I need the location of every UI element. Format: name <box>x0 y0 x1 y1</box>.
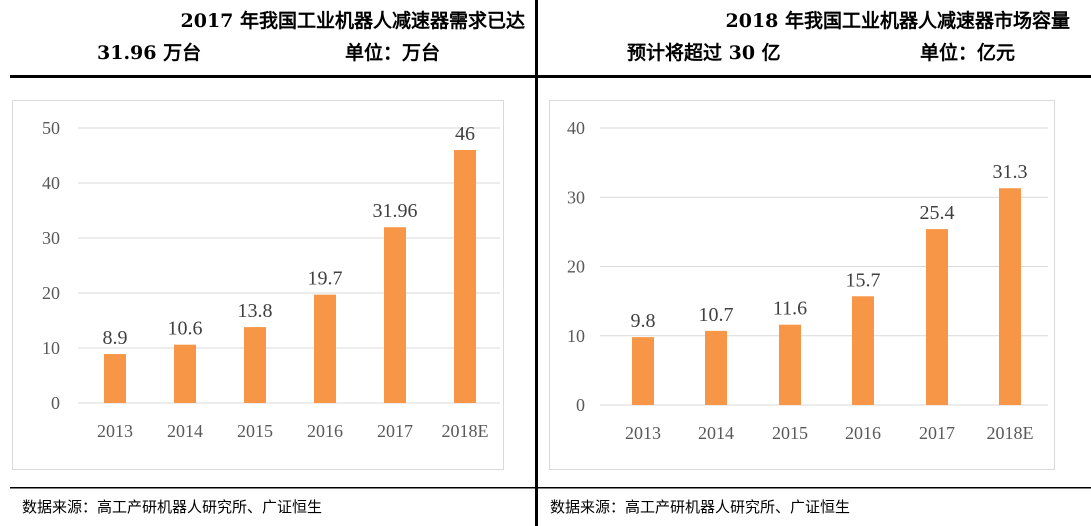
footer-rule <box>10 487 1091 489</box>
x-tick-label: 2017 <box>377 421 413 441</box>
y-tick-label: 0 <box>576 395 585 415</box>
bar <box>104 354 126 403</box>
x-tick-label: 2014 <box>698 423 734 443</box>
header-rule <box>10 75 1091 78</box>
y-tick-label: 0 <box>51 393 60 413</box>
y-tick-label: 20 <box>42 283 60 303</box>
data-label: 11.6 <box>773 298 807 320</box>
right-source: 数据来源：高工产研机器人研究所、广证恒生 <box>550 498 850 516</box>
left-unit: 单位：万台 <box>345 41 440 64</box>
data-label: 10.6 <box>168 318 203 340</box>
x-tick-label: 2015 <box>237 421 273 441</box>
left-source: 数据来源：高工产研机器人研究所、广证恒生 <box>22 498 322 516</box>
vertical-divider <box>535 0 538 526</box>
y-tick-label: 10 <box>42 338 60 358</box>
right-title: 2018 年我国工业机器人减速器市场容量 <box>726 9 1071 32</box>
bar <box>454 150 476 403</box>
left-chart: 0 10 20 30 40 50 8.9 2013 10.6 2014 13.8 2015 19.7 20… <box>42 118 500 441</box>
x-tick-label: 2013 <box>97 421 133 441</box>
x-tick-label: 2016 <box>845 423 881 443</box>
left-subtitle: 31.96 万台 <box>97 41 201 64</box>
x-tick-label: 2017 <box>919 423 955 443</box>
data-label: 31.96 <box>373 200 418 222</box>
data-label: 9.8 <box>631 310 656 332</box>
bar <box>926 229 948 405</box>
y-tick-label: 20 <box>567 257 585 277</box>
bar <box>174 344 196 403</box>
y-tick-label: 50 <box>42 118 60 138</box>
left-title: 2017 年我国工业机器人减速器需求已达 <box>181 9 526 32</box>
data-label: 10.7 <box>699 304 734 326</box>
bar <box>852 296 874 405</box>
y-tick-label: 40 <box>42 173 60 193</box>
data-label: 19.7 <box>308 268 343 290</box>
x-tick-label: 2015 <box>772 423 808 443</box>
bar <box>705 330 727 405</box>
right-subtitle: 预计将超过 30 亿 <box>627 41 781 64</box>
right-chart-frame <box>549 100 1055 470</box>
data-label: 46 <box>455 123 475 145</box>
data-label: 25.4 <box>920 202 955 224</box>
y-tick-label: 40 <box>567 118 585 138</box>
data-label: 31.3 <box>993 161 1028 183</box>
y-tick-label: 30 <box>42 228 60 248</box>
x-tick-label: 2018E <box>987 423 1034 443</box>
bar <box>999 188 1021 405</box>
data-label: 13.8 <box>238 300 273 322</box>
bar <box>779 324 801 405</box>
bar <box>244 327 266 403</box>
x-tick-label: 2018E <box>442 421 489 441</box>
x-tick-label: 2014 <box>167 421 203 441</box>
bar <box>384 227 406 403</box>
y-tick-label: 10 <box>567 326 585 346</box>
y-tick-label: 30 <box>567 187 585 207</box>
data-label: 8.9 <box>103 327 128 349</box>
data-label: 15.7 <box>846 269 881 291</box>
x-tick-label: 2013 <box>625 423 661 443</box>
bar <box>632 337 654 405</box>
right-chart: 0 10 20 30 40 9.8 2013 10.7 2014 11.6 2015 15.7 2016… <box>567 118 1048 443</box>
right-unit: 单位：亿元 <box>920 41 1015 64</box>
x-tick-label: 2016 <box>307 421 343 441</box>
bar <box>314 294 336 403</box>
left-chart-frame <box>12 100 504 470</box>
